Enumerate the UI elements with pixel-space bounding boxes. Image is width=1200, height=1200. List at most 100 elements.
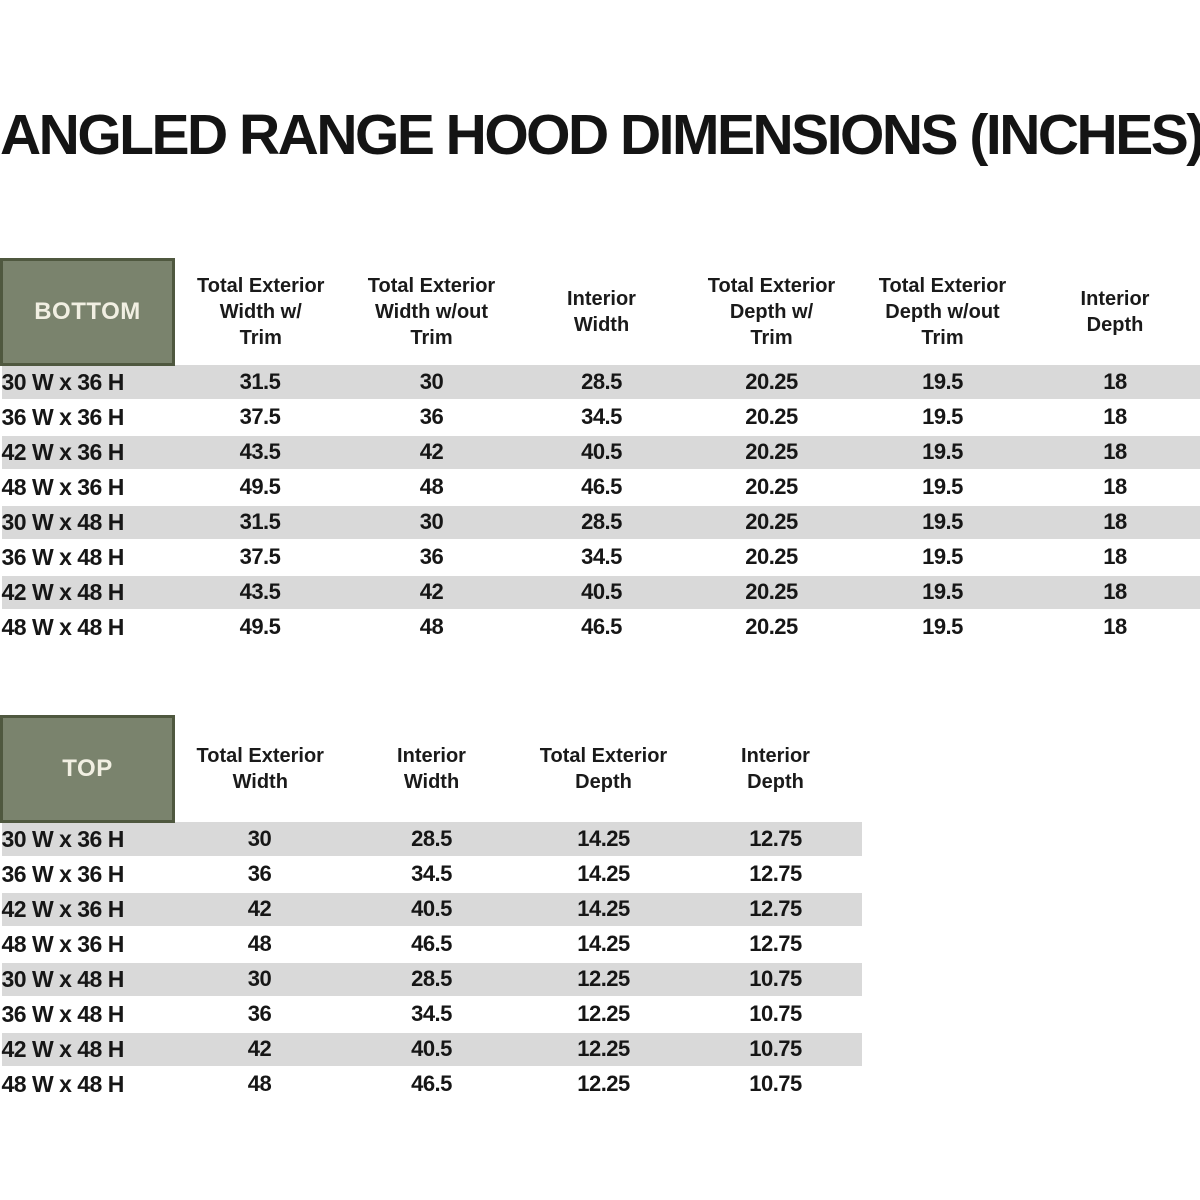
value-cell: 30 [346, 364, 517, 401]
row-label-cell: 30 W x 36 H [1, 364, 174, 401]
value-cell: 10.75 [689, 1066, 862, 1103]
table-row: 36 W x 36 H 36 34.5 14.25 12.75 [1, 856, 862, 893]
table-row: 48 W x 36 H 49.5 48 46.5 20.25 19.5 18 [1, 469, 1200, 506]
value-cell: 31.5 [173, 504, 347, 541]
value-cell: 42 [173, 1031, 346, 1068]
bottom-table-header-row: BOTTOM Total Exterior Width w/ Trim Total… [0, 258, 1200, 366]
value-cell: 18 [1028, 434, 1200, 471]
value-cell: 19.5 [856, 574, 1029, 611]
value-cell: 30 [173, 961, 346, 998]
value-cell: 36 [173, 996, 346, 1033]
top-dimensions-table: TOP Total Exterior Width Interior Width To… [0, 715, 862, 1103]
column-header: Total Exterior Depth w/out Trim [856, 259, 1029, 365]
value-cell: 34.5 [345, 996, 518, 1033]
table-row: 30 W x 48 H 31.5 30 28.5 20.25 19.5 18 [1, 504, 1200, 541]
value-cell: 48 [346, 609, 517, 646]
row-label-cell: 42 W x 48 H [1, 574, 174, 611]
value-cell: 10.75 [689, 1031, 862, 1068]
value-cell: 43.5 [173, 574, 347, 611]
table-row: 48 W x 36 H 48 46.5 14.25 12.75 [1, 926, 862, 963]
value-cell: 19.5 [856, 469, 1029, 506]
value-cell: 40.5 [345, 891, 518, 928]
value-cell: 30 [173, 821, 346, 858]
value-cell: 10.75 [689, 961, 862, 998]
value-cell: 46.5 [516, 469, 687, 506]
value-cell: 19.5 [856, 399, 1029, 436]
value-cell: 14.25 [517, 926, 690, 963]
value-cell: 49.5 [173, 609, 347, 646]
top-table-body: 30 W x 36 H 30 28.5 14.25 12.75 36 W x 36 H 36… [1, 821, 862, 1103]
column-header: Interior Depth [1028, 259, 1200, 365]
value-cell: 28.5 [345, 821, 518, 858]
value-cell: 31.5 [173, 364, 347, 401]
row-label-cell: 36 W x 36 H [1, 399, 174, 436]
value-cell: 40.5 [516, 434, 687, 471]
column-header: Total Exterior Width w/ Trim [173, 259, 347, 365]
value-cell: 12.25 [517, 961, 690, 998]
value-cell: 28.5 [345, 961, 518, 998]
value-cell: 30 [346, 504, 517, 541]
value-cell: 46.5 [516, 609, 687, 646]
value-cell: 14.25 [517, 891, 690, 928]
value-cell: 14.25 [517, 821, 690, 858]
value-cell: 19.5 [856, 364, 1029, 401]
row-label-cell: 42 W x 48 H [1, 1031, 174, 1068]
row-label-cell: 30 W x 48 H [1, 504, 174, 541]
value-cell: 18 [1028, 504, 1200, 541]
value-cell: 18 [1028, 539, 1200, 576]
table-row: 30 W x 48 H 30 28.5 12.25 10.75 [1, 961, 862, 998]
column-header: Total Exterior Width [173, 716, 346, 822]
value-cell: 20.25 [686, 539, 857, 576]
top-table-header-row: TOP Total Exterior Width Interior Width To… [0, 715, 862, 823]
value-cell: 18 [1028, 609, 1200, 646]
column-header: Total Exterior Depth [517, 716, 690, 822]
value-cell: 37.5 [173, 539, 347, 576]
value-cell: 12.75 [689, 891, 862, 928]
table-row: 42 W x 36 H 43.5 42 40.5 20.25 19.5 18 [1, 434, 1200, 471]
column-header: Interior Depth [689, 716, 862, 822]
value-cell: 20.25 [686, 609, 857, 646]
value-cell: 12.75 [689, 821, 862, 858]
row-label-cell: 36 W x 48 H [1, 996, 174, 1033]
value-cell: 18 [1028, 469, 1200, 506]
page-title: ANGLED RANGE HOOD DIMENSIONS (INCHES) [0, 103, 1200, 167]
value-cell: 20.25 [686, 364, 857, 401]
value-cell: 42 [346, 574, 517, 611]
value-cell: 43.5 [173, 434, 347, 471]
value-cell: 19.5 [856, 539, 1029, 576]
value-cell: 14.25 [517, 856, 690, 893]
value-cell: 10.75 [689, 996, 862, 1033]
value-cell: 12.25 [517, 1031, 690, 1068]
table-row: 30 W x 36 H 31.5 30 28.5 20.25 19.5 18 [1, 364, 1200, 401]
column-header: Total Exterior Width w/out Trim [346, 259, 517, 365]
value-cell: 20.25 [686, 399, 857, 436]
value-cell: 19.5 [856, 434, 1029, 471]
value-cell: 34.5 [516, 399, 687, 436]
value-cell: 46.5 [345, 926, 518, 963]
column-header: Interior Width [345, 716, 518, 822]
row-label-cell: 42 W x 36 H [1, 891, 174, 928]
value-cell: 12.75 [689, 926, 862, 963]
table-row: 36 W x 48 H 36 34.5 12.25 10.75 [1, 996, 862, 1033]
value-cell: 40.5 [345, 1031, 518, 1068]
value-cell: 48 [173, 1066, 346, 1103]
column-header: Total Exterior Depth w/ Trim [686, 259, 857, 365]
row-label-cell: 30 W x 48 H [1, 961, 174, 998]
table-row: 42 W x 48 H 43.5 42 40.5 20.25 19.5 18 [1, 574, 1200, 611]
value-cell: 37.5 [173, 399, 347, 436]
table-row: 48 W x 48 H 48 46.5 12.25 10.75 [1, 1066, 862, 1103]
value-cell: 49.5 [173, 469, 347, 506]
row-label-cell: 48 W x 48 H [1, 609, 174, 646]
value-cell: 20.25 [686, 504, 857, 541]
value-cell: 20.25 [686, 434, 857, 471]
row-label-cell: 36 W x 48 H [1, 539, 174, 576]
value-cell: 12.25 [517, 1066, 690, 1103]
value-cell: 48 [173, 926, 346, 963]
value-cell: 36 [346, 539, 517, 576]
top-table-corner-label: TOP [0, 715, 175, 823]
bottom-table-body: 30 W x 36 H 31.5 30 28.5 20.25 19.5 18 36 W x 3… [1, 364, 1200, 646]
row-label-cell: 48 W x 36 H [1, 926, 174, 963]
bottom-table-corner-label: BOTTOM [0, 258, 175, 366]
column-header: Interior Width [516, 259, 687, 365]
value-cell: 18 [1028, 399, 1200, 436]
